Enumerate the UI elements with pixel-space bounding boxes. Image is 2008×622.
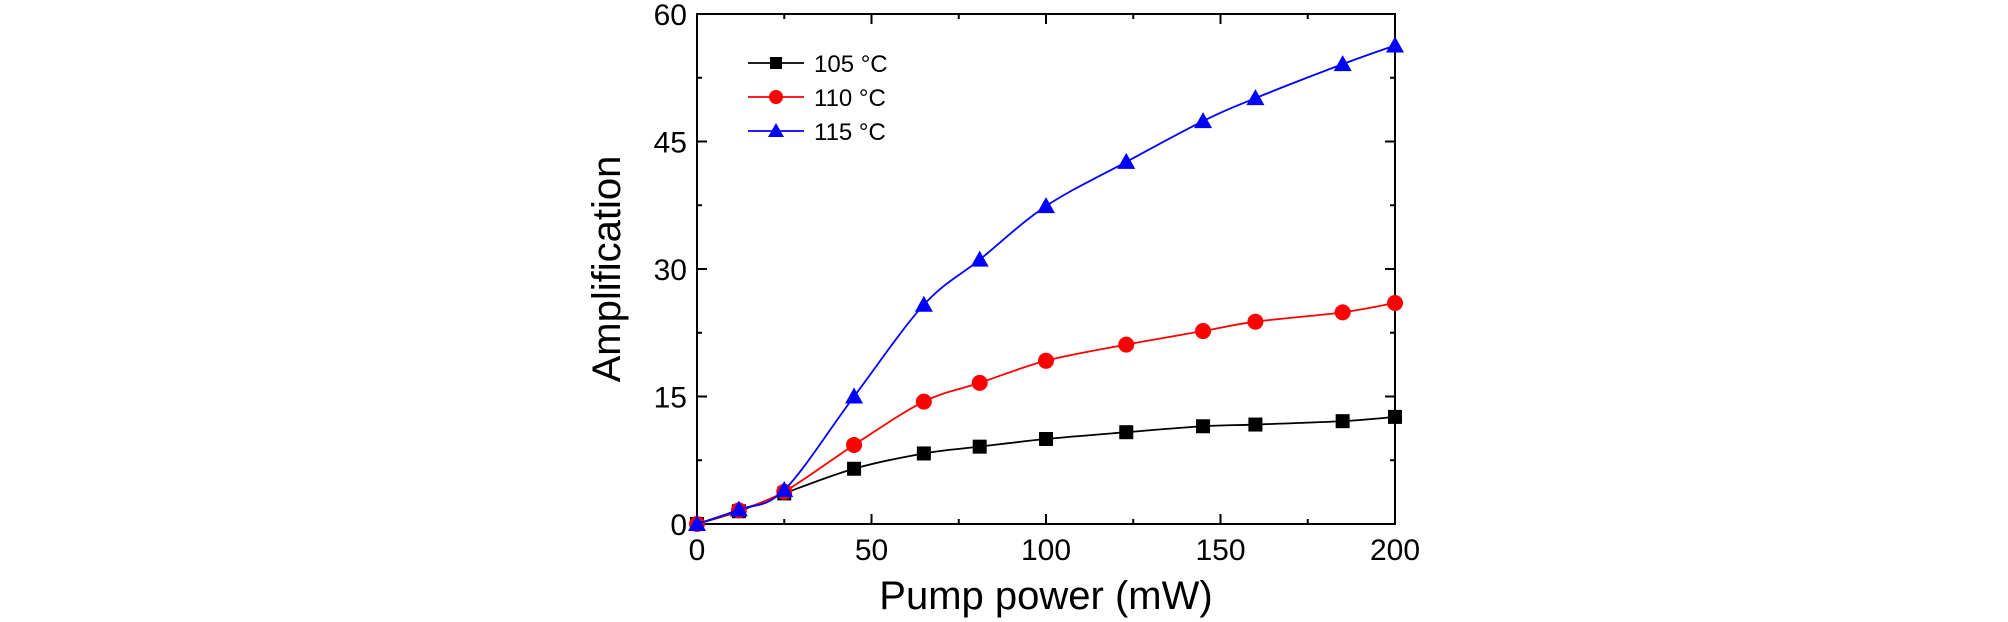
data-point	[1387, 295, 1403, 311]
legend-entry: 110 °C	[748, 85, 886, 112]
y-tick-label: 30	[654, 254, 687, 287]
series-line	[696, 44, 1396, 525]
x-tick-label: 200	[1370, 534, 1420, 567]
data-point	[1246, 89, 1265, 106]
axis-ticks: 0 50 100 150 200 0 15 30 45 60	[654, 0, 1420, 567]
legend-label: 110 °C	[814, 85, 886, 112]
data-point	[1194, 112, 1213, 129]
x-tick-label: 0	[689, 534, 706, 567]
data-point	[729, 500, 748, 517]
data-point	[1335, 414, 1350, 429]
x-tick-label: 150	[1195, 534, 1245, 567]
legend-entry: 115 °C	[748, 119, 886, 146]
legend-marker	[769, 90, 783, 104]
data-point	[688, 515, 706, 531]
data-point	[1118, 336, 1135, 353]
x-tick-label: 50	[855, 534, 888, 567]
legend-label: 105 °C	[814, 51, 888, 78]
series-2	[688, 36, 1404, 531]
data-point	[1388, 409, 1402, 424]
legend-marker	[768, 123, 784, 137]
data-point	[1038, 352, 1054, 369]
x-tick-label: 100	[1021, 534, 1071, 567]
data-point	[1117, 152, 1136, 169]
legend-label: 115 °C	[814, 119, 886, 146]
data-point	[914, 295, 933, 312]
legend: 105 °C 110 °C 115 °C	[748, 51, 888, 146]
series-line	[696, 302, 1396, 525]
data-point	[1386, 36, 1404, 53]
data-point	[971, 374, 988, 391]
data-point	[1195, 323, 1212, 340]
data-point	[775, 481, 794, 497]
data-point	[1333, 55, 1352, 72]
x-axis-label: Pump power (mW)	[879, 574, 1212, 618]
legend-entry: 105 °C	[748, 51, 888, 78]
y-axis-label: Amplification	[585, 156, 629, 383]
data-point	[972, 439, 987, 454]
data-point	[1039, 432, 1053, 446]
data-point	[1119, 425, 1134, 440]
y-tick-label: 0	[670, 509, 687, 542]
series-layer	[688, 36, 1404, 532]
y-tick-label: 45	[654, 127, 687, 160]
series-0	[690, 409, 1402, 531]
data-point	[846, 436, 863, 453]
data-point	[845, 387, 864, 404]
data-point	[1247, 313, 1264, 330]
data-point	[1196, 419, 1211, 434]
data-point	[847, 461, 862, 476]
data-point	[1248, 417, 1263, 432]
data-point	[970, 250, 989, 267]
y-tick-label: 15	[654, 382, 687, 415]
data-point	[1334, 304, 1351, 321]
data-point	[1037, 197, 1055, 214]
data-point	[916, 446, 931, 461]
legend-marker	[770, 57, 782, 69]
plot-area-frame	[696, 13, 1396, 525]
y-tick-label: 60	[654, 0, 687, 32]
data-point	[915, 393, 932, 410]
series-1	[689, 295, 1403, 532]
